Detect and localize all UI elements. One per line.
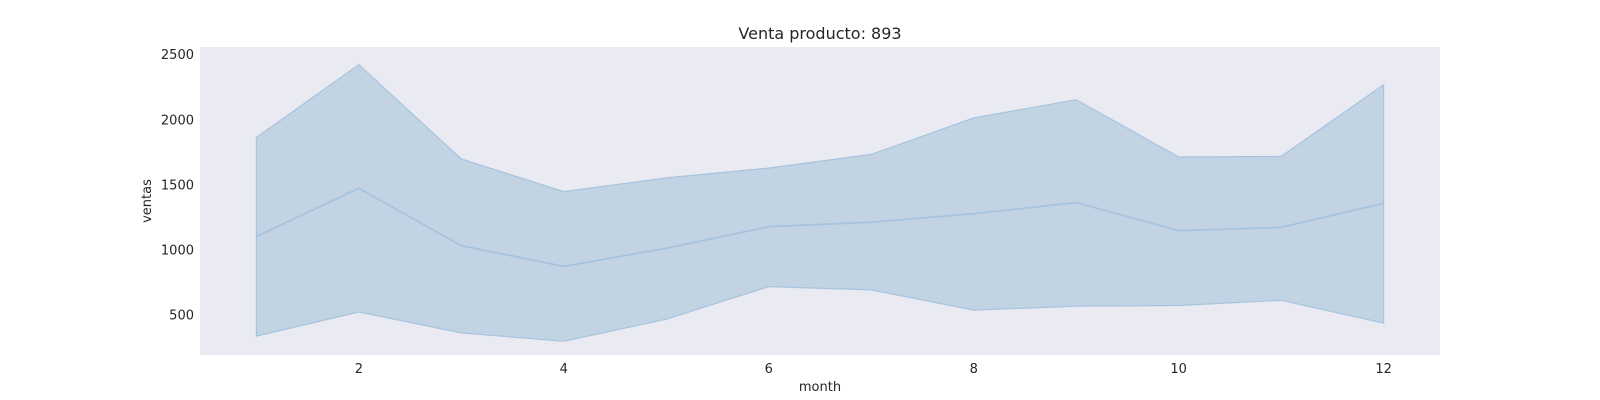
y-tick-labels: 500 1000 1500 2000 2500 [161, 48, 194, 323]
x-tick-label: 10 [1170, 362, 1187, 377]
confidence-band-layer [255, 63, 1385, 342]
y-tick-label: 1500 [161, 178, 194, 193]
x-tick-label: 8 [970, 362, 978, 377]
x-tick-label: 12 [1375, 362, 1392, 377]
x-axis-label: month [799, 380, 841, 395]
y-tick-label: 2500 [161, 48, 194, 63]
x-tick-labels: 2 4 6 8 10 12 [355, 362, 1392, 377]
series-line-0 [256, 187, 1384, 268]
x-tick-label: 6 [765, 362, 773, 377]
series-line-layer [256, 187, 1384, 268]
x-tick-label: 4 [560, 362, 568, 377]
chart-title: Venta producto: 893 [738, 24, 901, 43]
x-tick-label: 2 [355, 362, 363, 377]
y-axis-label: ventas [140, 179, 155, 223]
confidence-band-0 [255, 63, 1385, 342]
y-tick-label: 500 [169, 309, 194, 324]
y-tick-label: 2000 [161, 113, 194, 128]
y-tick-label: 1000 [161, 244, 194, 259]
